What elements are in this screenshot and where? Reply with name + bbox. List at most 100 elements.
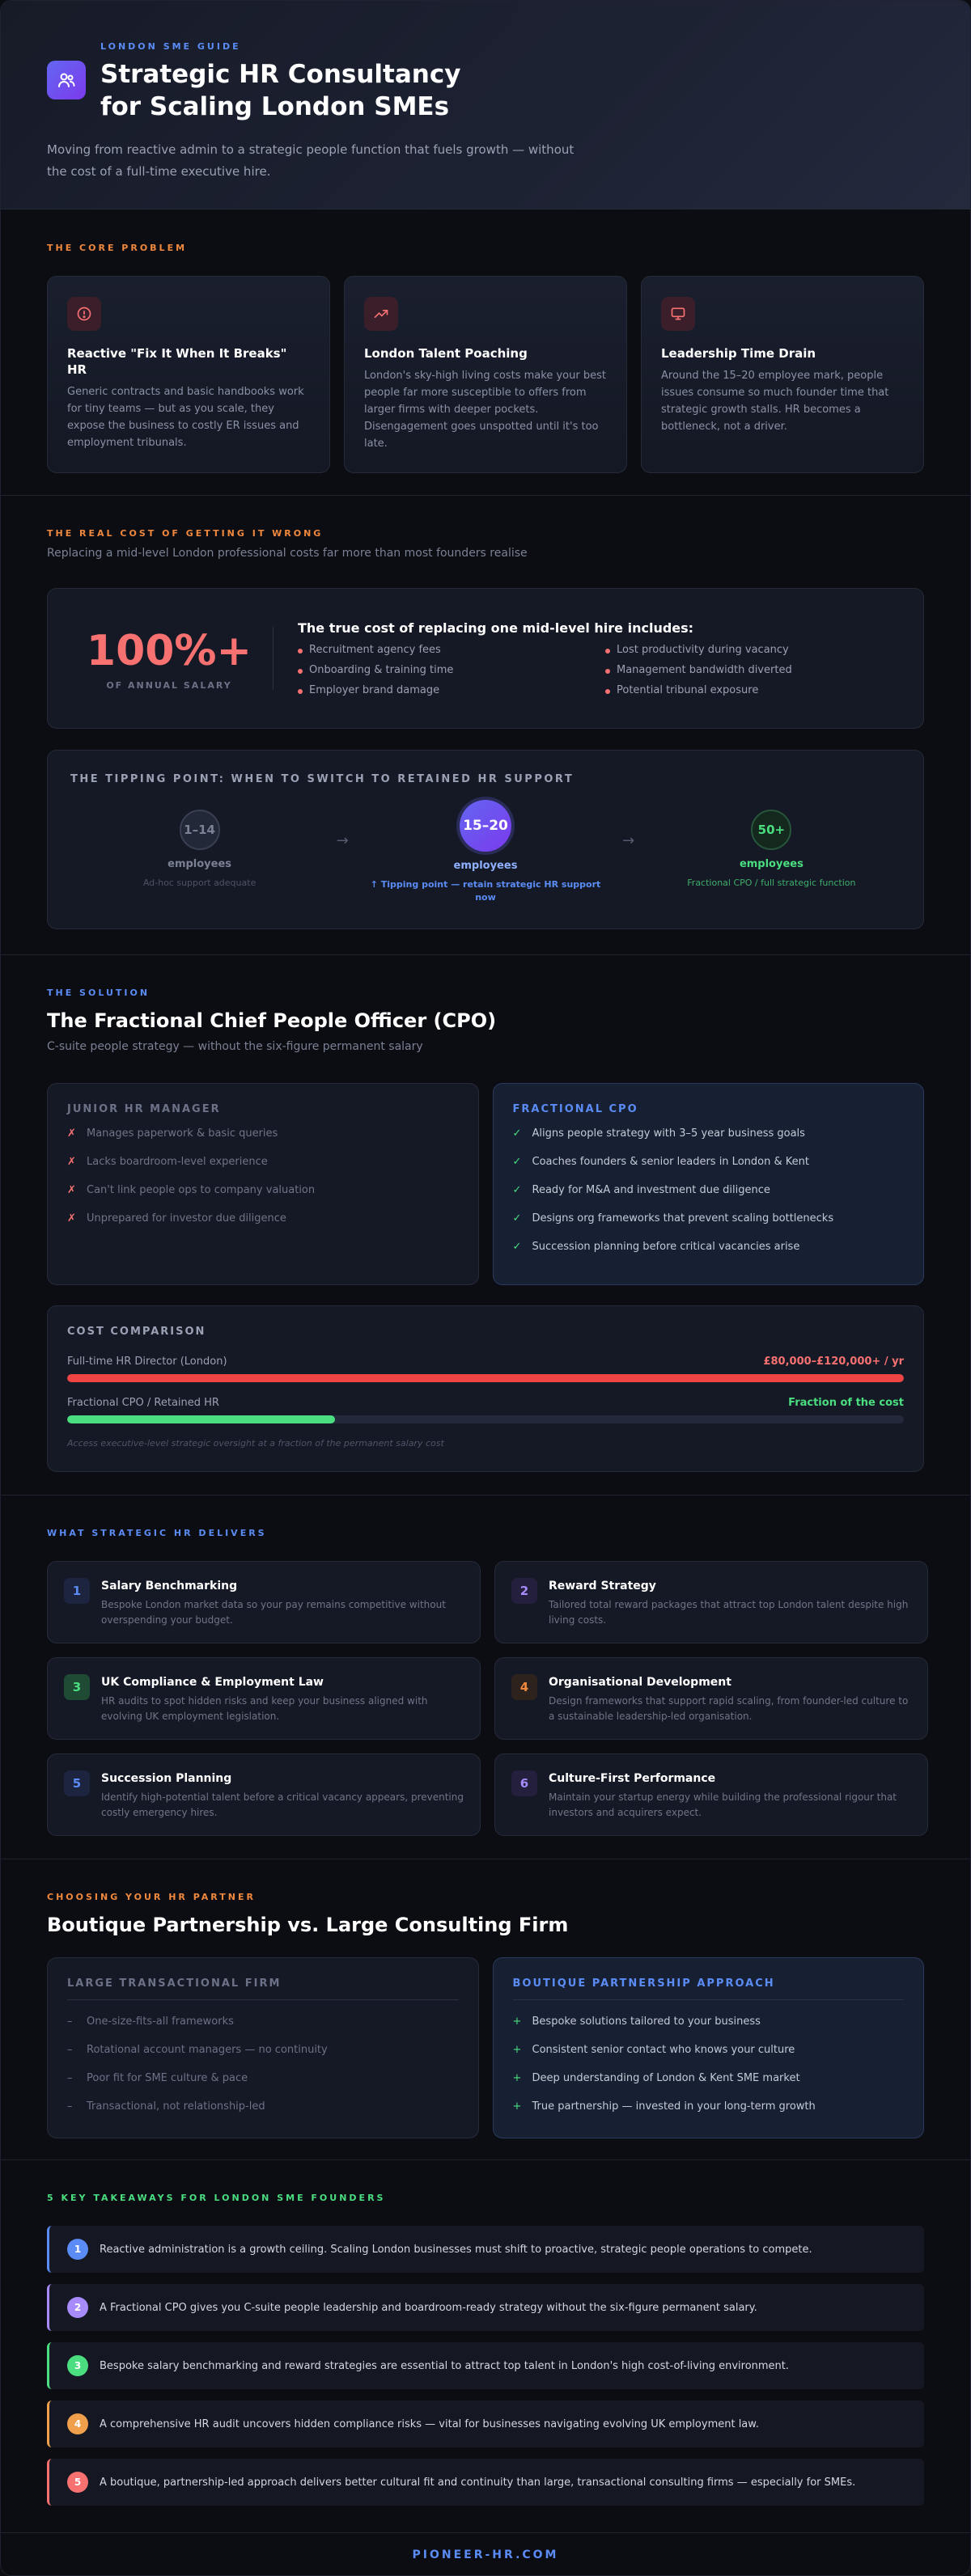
boutique-title: BOUTIQUE PARTNERSHIP APPROACH [512,1977,904,2000]
problem-title: London Talent Poaching [364,346,528,361]
cost-card: 100%+ OF ANNUAL SALARY The true cost of … [47,588,924,729]
takeaways-section: 5 KEY TAKEAWAYS FOR LONDON SME FOUNDERS … [1,2160,970,2533]
deliverable-card: 6 Culture-First Performance Maintain your … [494,1753,928,1836]
bar-label-row: Fractional CPO / Retained HR Fraction of… [67,1397,904,1409]
takeaway-item: 3 Bespoke salary benchmarking and reward … [47,2342,924,2389]
people-icon [47,61,86,99]
delivers-section: WHAT STRATEGIC HR DELIVERS 1 Salary Bench… [1,1495,970,1859]
dash-icon: – [67,2100,73,2113]
bar-value: Fraction of the cost [788,1397,904,1409]
problem-text: Generic contracts and basic handbooks wo… [67,386,304,449]
list-item: – Transactional, not relationship-led [67,2100,459,2114]
takeaway-text: A boutique, partnership-led approach del… [100,2476,856,2489]
item-text: Deep understanding of London & Kent SME … [532,2072,800,2084]
takeaway-text: A Fractional CPO gives you C-suite peopl… [100,2301,757,2314]
number-badge: 4 [511,1674,537,1700]
check-icon: ✓ [512,1156,522,1168]
item-text: Consistent senior contact who knows your… [532,2044,795,2056]
stage-sub: ↑ Tipping point — retain strategic HR su… [370,879,601,903]
problem-text: Around the 15–20 employee mark, people i… [661,370,889,433]
stage-label: employees [167,858,232,870]
big-number: 100%+ [86,626,252,675]
number-badge: 2 [511,1578,537,1604]
junior-hr-card: JUNIOR HR MANAGER ✗ Manages paperwork & b… [47,1083,479,1285]
cross-icon: ✗ [67,1156,76,1168]
deliverable-title: Reward Strategy [549,1580,656,1593]
cost-comparison-card: COST COMPARISON Full-time HR Director (L… [47,1305,924,1472]
cost-subtitle: Replacing a mid-level London professiona… [47,547,528,560]
problem-card: London Talent Poaching London's sky-high… [344,276,627,473]
list-item: + True partnership — invested in your lon… [513,2100,905,2114]
list-item: ✓ Succession planning before critical vac… [513,1240,905,1254]
large-firm-card: LARGE TRANSACTIONAL FIRM – One-size-fits-… [47,1957,479,2138]
item-text: One-size-fits-all frameworks [87,2016,234,2028]
list-item: – One-size-fits-all frameworks [67,2015,459,2029]
bar-label-row: Full-time HR Director (London) £80,000–£… [67,1356,904,1368]
arrow-icon: → [622,832,635,849]
stage-label: employees [739,858,804,870]
tipping-title: THE TIPPING POINT: WHEN TO SWITCH TO RET… [70,773,575,785]
junior-title: JUNIOR HR MANAGER [67,1103,221,1115]
cpo-title: FRACTIONAL CPO [512,1103,638,1115]
footer-link[interactable]: PIONEER-HR.COM [412,2548,559,2561]
delivers-eyebrow: WHAT STRATEGIC HR DELIVERS [47,1528,267,1538]
dash-icon: – [67,2016,73,2028]
cost-eyebrow: THE REAL COST OF GETTING IT WRONG [47,528,324,539]
plus-icon: + [512,2100,522,2113]
stage-sub: Ad-hoc support adequate [142,878,257,888]
problem-card: Leadership Time Drain Around the 15–20 e… [641,276,924,473]
item-text: True partnership — invested in your long… [532,2100,816,2113]
problem-title: Leadership Time Drain [661,346,816,361]
list-item: ✗ Manages paperwork & basic queries [67,1127,459,1141]
number-badge: 3 [64,1674,90,1700]
cost-list: The true cost of replacing one mid-level… [298,620,897,696]
list-item: ✗ Unprepared for investor due diligence [67,1212,459,1226]
cross-icon: ✗ [67,1127,76,1140]
cost-item: Onboarding & training time [298,664,605,676]
takeaways-eyebrow: 5 KEY TAKEAWAYS FOR LONDON SME FOUNDERS [47,2193,386,2203]
comparison-note: Access executive-level strategic oversig… [67,1438,444,1449]
number-badge: 6 [511,1770,537,1796]
tipping-point-card: THE TIPPING POINT: WHEN TO SWITCH TO RET… [47,750,924,929]
problem-eyebrow: THE CORE PROBLEM [47,243,188,253]
bar-value: £80,000–£120,000+ / yr [763,1356,904,1368]
check-icon: ✓ [512,1127,522,1140]
list-item: ✗ Can't link people ops to company valuat… [67,1183,459,1198]
alert-circle-icon [67,297,101,331]
dash-icon: – [67,2072,73,2084]
hero-subtitle: Moving from reactive admin to a strategi… [47,142,575,179]
deliverable-card: 5 Succession Planning Identify high-potent… [47,1753,481,1836]
problem-card: Reactive "Fix It When It Breaks" HR Gene… [47,276,330,473]
cost-item: Potential tribunal exposure [605,684,897,696]
problem-title: Reactive "Fix It When It Breaks" HR [67,346,287,377]
solution-eyebrow: THE SOLUTION [47,988,151,998]
deliverable-card: 2 Reward Strategy Tailored total reward pa… [494,1561,928,1643]
stage-tipping: 15–20 employees ↑ Tipping point — retain… [364,800,607,904]
progress-track [67,1374,904,1382]
list-item: ✓ Coaches founders & senior leaders in Lo… [513,1155,905,1170]
item-text: Can't link people ops to company valuati… [87,1184,316,1196]
plus-icon: + [512,2072,522,2084]
solution-subtitle: C-suite people strategy — without the si… [47,1040,423,1053]
takeaway-text: Bespoke salary benchmarking and reward s… [100,2359,790,2372]
dash-icon: – [67,2044,73,2056]
cost-section: THE REAL COST OF GETTING IT WRONG Replac… [1,496,970,955]
arrow-icon: → [336,832,349,849]
progress-track [67,1415,904,1423]
cross-icon: ✗ [67,1212,76,1225]
takeaway-item: 4 A comprehensive HR audit uncovers hidde… [47,2400,924,2447]
list-item: + Bespoke solutions tailored to your busi… [513,2015,905,2029]
stage-small: 1–14 employees Ad-hoc support adequate [78,800,321,890]
item-text: Coaches founders & senior leaders in Lon… [532,1156,809,1168]
deliverable-title: Succession Planning [101,1772,232,1785]
large-title: LARGE TRANSACTIONAL FIRM [67,1977,459,2000]
list-item: ✓ Ready for M&A and investment due dilige… [513,1183,905,1198]
page-title: Strategic HR Consultancy for Scaling Lon… [100,58,460,123]
hero-eyebrow: LONDON SME GUIDE [100,41,241,52]
problem-section: THE CORE PROBLEM Reactive "Fix It When I… [1,209,970,496]
deliverable-text: HR audits to spot hidden risks and keep … [101,1695,428,1722]
bar-label: Fractional CPO / Retained HR [67,1397,219,1409]
fractional-cpo-card: FRACTIONAL CPO ✓ Aligns people strategy w… [492,1083,924,1285]
takeaway-number: 3 [67,2355,88,2376]
partner-title: Boutique Partnership vs. Large Consultin… [47,1914,569,1936]
